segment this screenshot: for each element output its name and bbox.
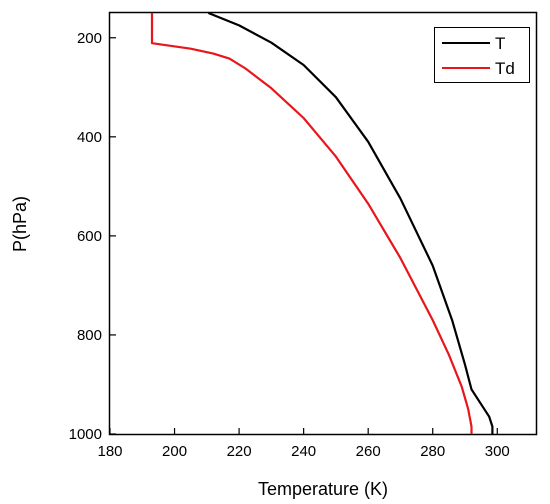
- x-tick-label: 240: [291, 443, 316, 460]
- x-tick-label: 260: [356, 443, 381, 460]
- legend-label-td: Td: [495, 59, 515, 78]
- plot-frame: [108, 11, 538, 436]
- x-axis-label: Temperature (K): [258, 479, 388, 499]
- y-tick-label: 400: [77, 129, 102, 146]
- y-tick-label: 200: [77, 30, 102, 47]
- legend-label-t: T: [495, 34, 505, 53]
- legend: T Td: [434, 27, 530, 83]
- y-tick-label: 800: [77, 327, 102, 344]
- x-tick-label: 280: [420, 443, 445, 460]
- x-tick-label: 300: [485, 443, 510, 460]
- series-line-td: [150, 13, 473, 434]
- x-tick-label: 200: [162, 443, 187, 460]
- axis-ticks: 180 200 220 240 260 280 300 200 400 600 800 1000: [69, 30, 510, 460]
- series-lines: [150, 11, 494, 434]
- y-tick-label: 1000: [69, 426, 102, 443]
- series-line-t: [207, 11, 494, 434]
- x-tick-label: 180: [97, 443, 122, 460]
- y-axis-label: P(hPa): [10, 196, 30, 252]
- legend-box: [434, 27, 530, 83]
- y-tick-label: 600: [77, 228, 102, 245]
- x-tick-label: 220: [227, 443, 252, 460]
